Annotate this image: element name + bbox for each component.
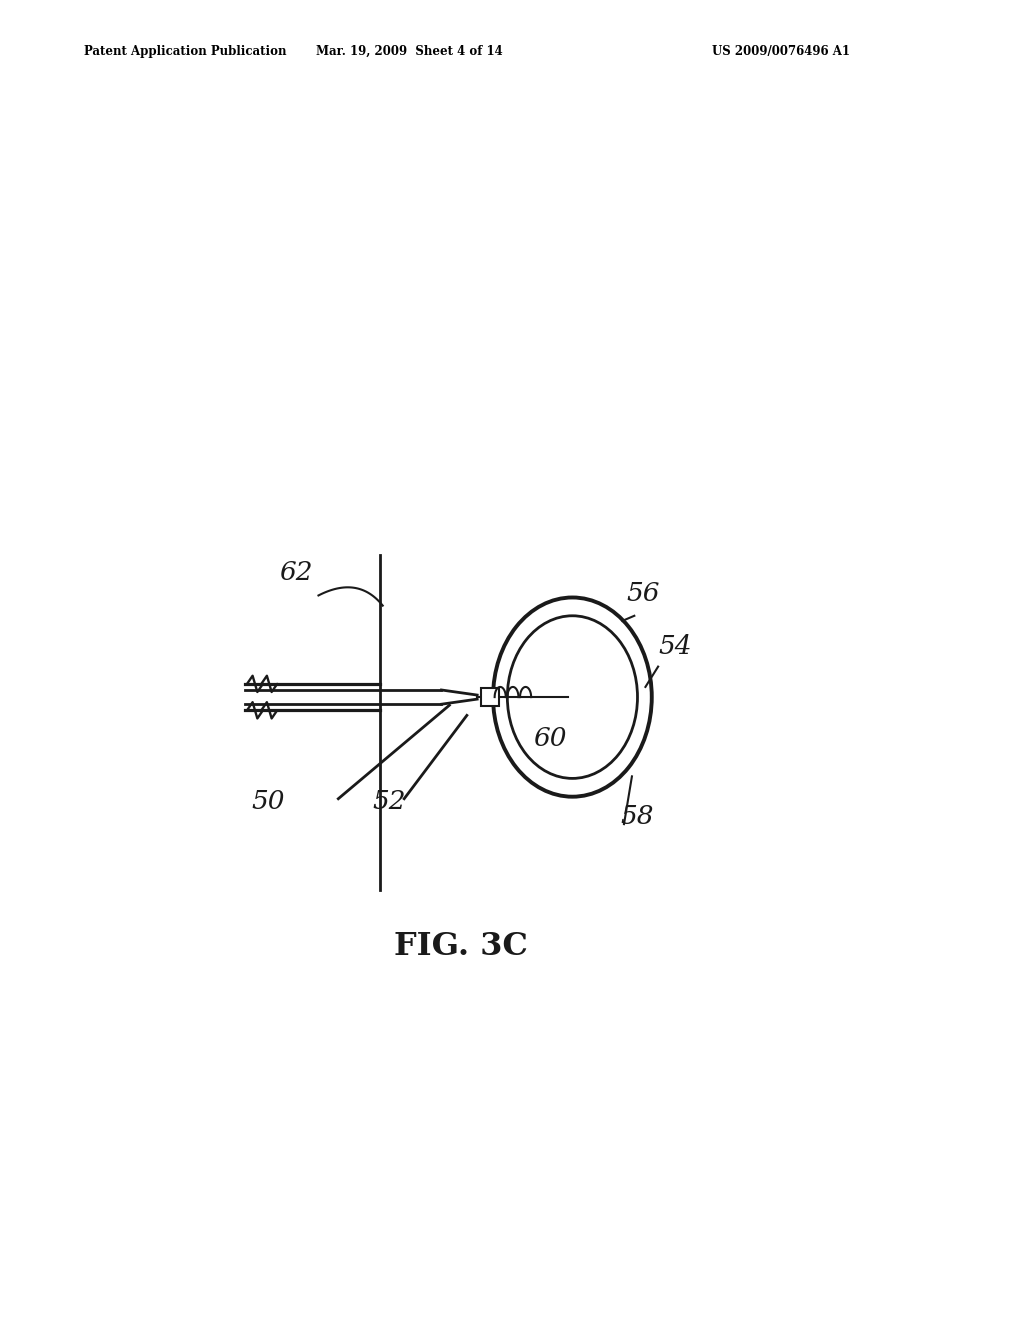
Text: 58: 58 (620, 804, 653, 829)
Bar (481, 688, 499, 706)
Text: 60: 60 (532, 726, 566, 751)
Text: Mar. 19, 2009  Sheet 4 of 14: Mar. 19, 2009 Sheet 4 of 14 (316, 45, 503, 58)
Text: 54: 54 (658, 635, 691, 660)
Text: FIG. 3C: FIG. 3C (394, 931, 528, 962)
Text: Patent Application Publication: Patent Application Publication (84, 45, 287, 58)
Text: US 2009/0076496 A1: US 2009/0076496 A1 (712, 45, 850, 58)
Text: 52: 52 (373, 789, 406, 814)
Text: 50: 50 (251, 789, 285, 814)
Text: 62: 62 (279, 560, 312, 585)
Text: 56: 56 (627, 581, 659, 606)
